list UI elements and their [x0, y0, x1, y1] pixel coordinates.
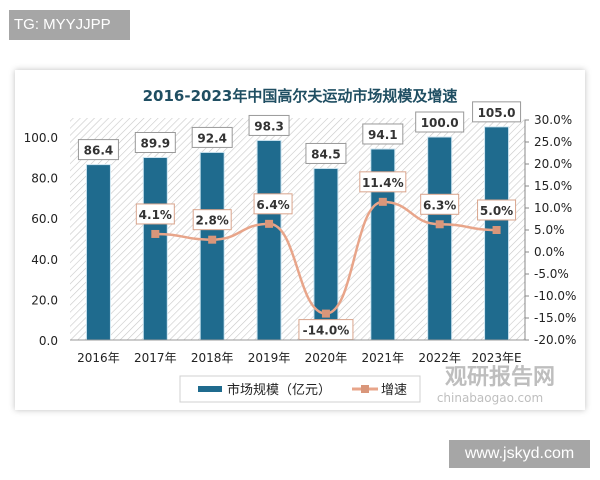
- left-tick-label: 100.0: [24, 131, 58, 145]
- x-tick-label: 2020年: [305, 351, 348, 365]
- right-tick-label: -15.0%: [534, 311, 576, 325]
- x-tick-label: 2017年: [134, 351, 177, 365]
- bar-value-label: 84.5: [311, 147, 341, 161]
- legend-bar-label: 市场规模（亿元）: [227, 382, 331, 398]
- bar-value-label: 98.3: [254, 119, 284, 133]
- bar-value-label: 86.4: [84, 144, 114, 158]
- line-marker: [492, 226, 501, 234]
- line-marker: [435, 220, 444, 229]
- bar-value-label: 105.0: [478, 106, 516, 120]
- x-tick-label: 2018年: [191, 351, 234, 365]
- legend-bar-swatch: [198, 386, 222, 392]
- logo-en: chinabaogao.com: [437, 391, 543, 405]
- right-tick-label: 25.0%: [534, 135, 572, 149]
- x-tick-label: 2016年: [77, 351, 120, 365]
- right-tick-label: 5.0%: [534, 223, 565, 237]
- logo-cn: 观研报告网: [445, 365, 555, 390]
- bar: [85, 164, 111, 341]
- legend: 市场规模（亿元） 增速: [179, 375, 421, 403]
- x-tick-label: 2019年: [248, 351, 291, 365]
- left-tick-label: 40.0: [31, 253, 58, 267]
- line-marker: [151, 229, 160, 238]
- x-axis: 2016年 2017年 2018年 2019年 2020年 2021年 2022年 2023年…: [70, 339, 525, 365]
- legend-line-label: 增速: [381, 383, 407, 398]
- line-value-label: 6.4%: [256, 198, 289, 212]
- bar-value-label: 92.4: [197, 131, 227, 145]
- right-axis: -20.0% -15.0% -10.0% -5.0% 0.0% 5.0% 10.0% 15.0…: [524, 113, 576, 347]
- bar: [427, 136, 453, 341]
- bar-value-label: 89.9: [141, 137, 171, 151]
- x-tick-label: 2021年: [362, 351, 405, 365]
- bar-value-label: 94.1: [368, 128, 398, 142]
- watermark-top: TG: MYYJJPP: [9, 10, 130, 40]
- right-tick-label: 20.0%: [534, 157, 572, 171]
- bar: [142, 157, 168, 341]
- line-value-label: 5.0%: [480, 204, 513, 218]
- line-value-label: 6.3%: [423, 198, 456, 212]
- line-value-label: -14.0%: [303, 324, 350, 338]
- right-tick-label: 0.0%: [534, 245, 565, 259]
- line-series: 4.1% 2.8% 6.4% -14.0% 11.4% 6.3% 5.0%: [135, 171, 517, 341]
- right-tick-label: 30.0%: [534, 113, 572, 127]
- x-tick-label: 2022年: [418, 351, 461, 365]
- watermark-bottom: www.jskyd.com: [449, 440, 590, 468]
- left-tick-label: 80.0: [31, 172, 58, 186]
- bar: [256, 139, 282, 341]
- right-tick-label: -20.0%: [534, 333, 576, 347]
- line-marker: [265, 219, 274, 228]
- right-tick-label: -5.0%: [534, 267, 569, 281]
- source-logo: 观研报告网 chinabaogao.com: [437, 365, 555, 405]
- right-tick-label: 15.0%: [534, 179, 572, 193]
- left-tick-label: 20.0: [31, 293, 58, 307]
- x-tick-label: 2023年E: [472, 351, 522, 365]
- bar: [199, 151, 225, 341]
- line-marker: [378, 197, 387, 206]
- left-tick-label: 0.0: [39, 334, 58, 348]
- left-axis: 0.0 20.0 40.0 60.0 80.0 100.0: [24, 131, 58, 348]
- bar-value-label: 100.0: [421, 116, 459, 130]
- line-marker: [208, 235, 217, 244]
- chart-title: 2016-2023年中国高尔夫运动市场规模及增速: [143, 87, 458, 105]
- line-marker: [321, 309, 330, 318]
- line-value-label: 2.8%: [196, 214, 229, 228]
- line-value-label: 11.4%: [362, 176, 404, 190]
- right-tick-label: 10.0%: [534, 201, 572, 215]
- left-tick-label: 60.0: [31, 212, 58, 226]
- right-tick-label: -10.0%: [534, 289, 576, 303]
- line-value-label: 4.1%: [139, 208, 172, 222]
